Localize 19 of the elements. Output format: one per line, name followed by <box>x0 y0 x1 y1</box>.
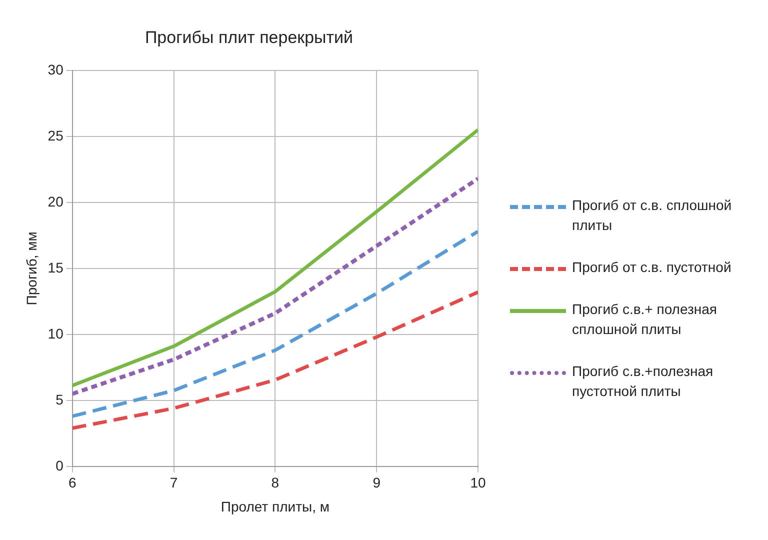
y-tick-label: 25 <box>48 127 64 144</box>
y-tick-label: 10 <box>48 325 64 342</box>
legend-label: Прогиб от с.в. пустотной <box>572 258 732 277</box>
y-tick-label: 0 <box>56 457 64 474</box>
legend-label: Прогиб от с.в. сплошной плиты <box>572 196 733 235</box>
y-tick-label: 20 <box>48 193 64 210</box>
chart-title: Прогибы плит перекрытий <box>144 28 354 47</box>
x-tick-label: 7 <box>170 474 178 491</box>
x-tick-label: 9 <box>372 474 381 491</box>
x-axis-title: Пролет плиты, м <box>220 498 330 514</box>
x-tick-label: 10 <box>470 474 486 491</box>
y-tick-label: 30 <box>48 61 64 78</box>
legend-label: Прогиб с.в.+ полезная сплошной плиты <box>572 300 718 339</box>
x-tick-label: 8 <box>271 474 280 491</box>
y-tick-label: 15 <box>48 259 64 276</box>
x-tick-label: 6 <box>68 474 76 491</box>
legend-label: Прогиб с.в.+полезная пустотной плиты <box>572 362 714 401</box>
y-axis-title: Прогиб, мм <box>23 232 40 306</box>
y-tick-label: 5 <box>56 391 64 408</box>
